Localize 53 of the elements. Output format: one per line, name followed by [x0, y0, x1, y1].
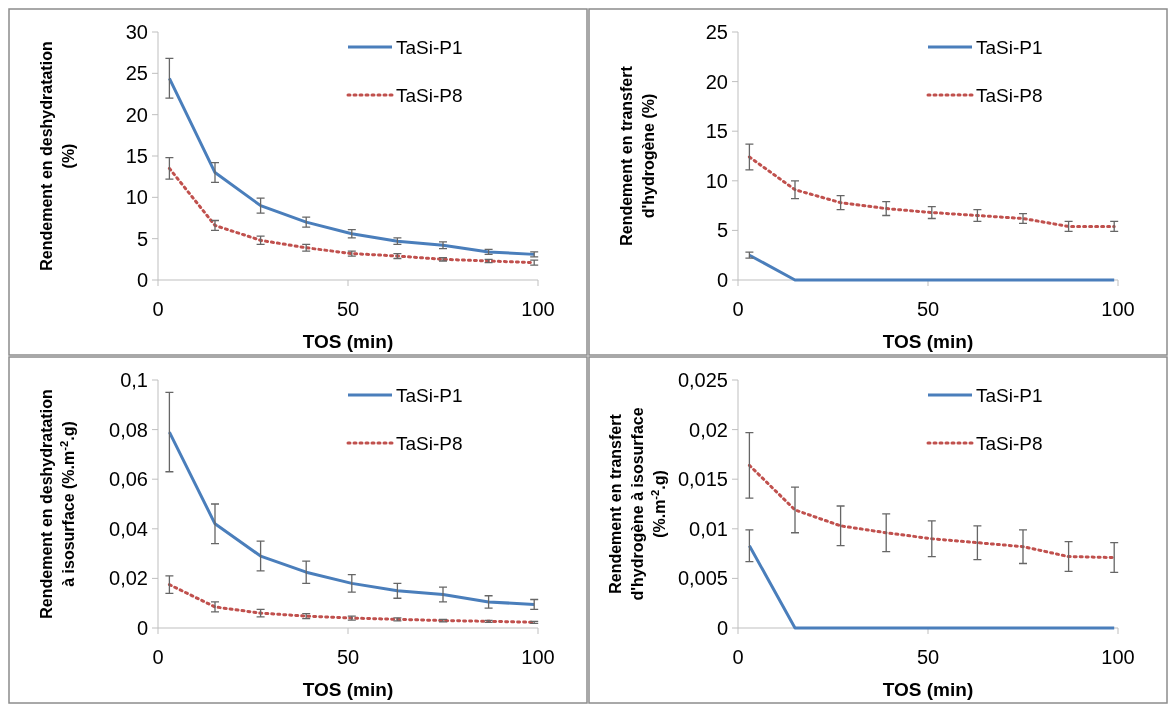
x-tick-label: 0	[152, 298, 164, 320]
y-tick-label: 0,02	[689, 418, 728, 441]
x-tick-label: 100	[1101, 646, 1135, 668]
y-tick-label: 0	[716, 269, 728, 291]
y-tick-label: 10	[125, 186, 148, 209]
y-axis-title: Rendement en transfert d'hydrogène (%)	[618, 65, 657, 246]
legend-label: TaSi-P1	[976, 384, 1043, 406]
legend-label: TaSi-P1	[396, 384, 463, 406]
y-tick-label: 0,005	[677, 567, 728, 590]
x-axis-title: TOS (min)	[302, 331, 394, 352]
y-tick-label: 15	[705, 120, 728, 143]
x-tick-label: 50	[916, 298, 940, 320]
y-tick-label: 0	[716, 617, 728, 639]
y-tick-label: 0,025	[677, 369, 728, 391]
y-tick-label: 0	[136, 617, 148, 639]
x-tick-label: 0	[152, 646, 164, 668]
y-tick-label: 0	[136, 269, 148, 291]
legend-label: TaSi-P8	[976, 432, 1043, 454]
y-tick-label: 0,02	[109, 567, 148, 590]
y-tick-label: 20	[705, 70, 728, 93]
y-tick-label: 10	[705, 169, 728, 192]
y-axis-title: Rendement en deshydratation (%)	[38, 41, 77, 271]
x-axis-title: TOS (min)	[882, 331, 974, 352]
line-series	[747, 463, 1116, 560]
x-tick-label: 100	[521, 298, 555, 320]
x-tick-label: 0	[732, 646, 744, 668]
y-tick-label: 0,01	[689, 517, 728, 540]
y-tick-label: 20	[125, 103, 148, 126]
x-tick-label: 50	[336, 298, 360, 320]
y-tick-label: 15	[125, 145, 148, 167]
legend-label: TaSi-P1	[976, 36, 1043, 58]
x-tick-label: 100	[521, 646, 555, 668]
legend-label: TaSi-P8	[396, 84, 463, 106]
y-tick-label: 0,015	[677, 468, 728, 491]
y-tick-label: 0,1	[120, 369, 148, 391]
x-tick-label: 50	[336, 646, 360, 668]
x-axis-title: TOS (min)	[882, 679, 974, 700]
y-tick-label: 0,04	[109, 517, 148, 540]
x-tick-label: 0	[732, 298, 744, 320]
x-axis-title: TOS (min)	[302, 679, 394, 700]
legend-label: TaSi-P8	[396, 432, 463, 454]
line-series	[167, 583, 536, 624]
legend-label: TaSi-P1	[396, 36, 463, 58]
y-tick-label: 25	[125, 62, 148, 85]
x-tick-label: 100	[1101, 298, 1135, 320]
y-tick-label: 5	[136, 227, 148, 250]
y-tick-label: 25	[705, 21, 728, 43]
y-tick-label: 0,08	[109, 418, 148, 441]
y-tick-label: 30	[125, 21, 148, 43]
y-tick-label: 0,06	[109, 468, 148, 491]
y-tick-label: 5	[716, 219, 728, 242]
legend-label: TaSi-P8	[976, 84, 1043, 106]
x-tick-label: 50	[916, 646, 940, 668]
